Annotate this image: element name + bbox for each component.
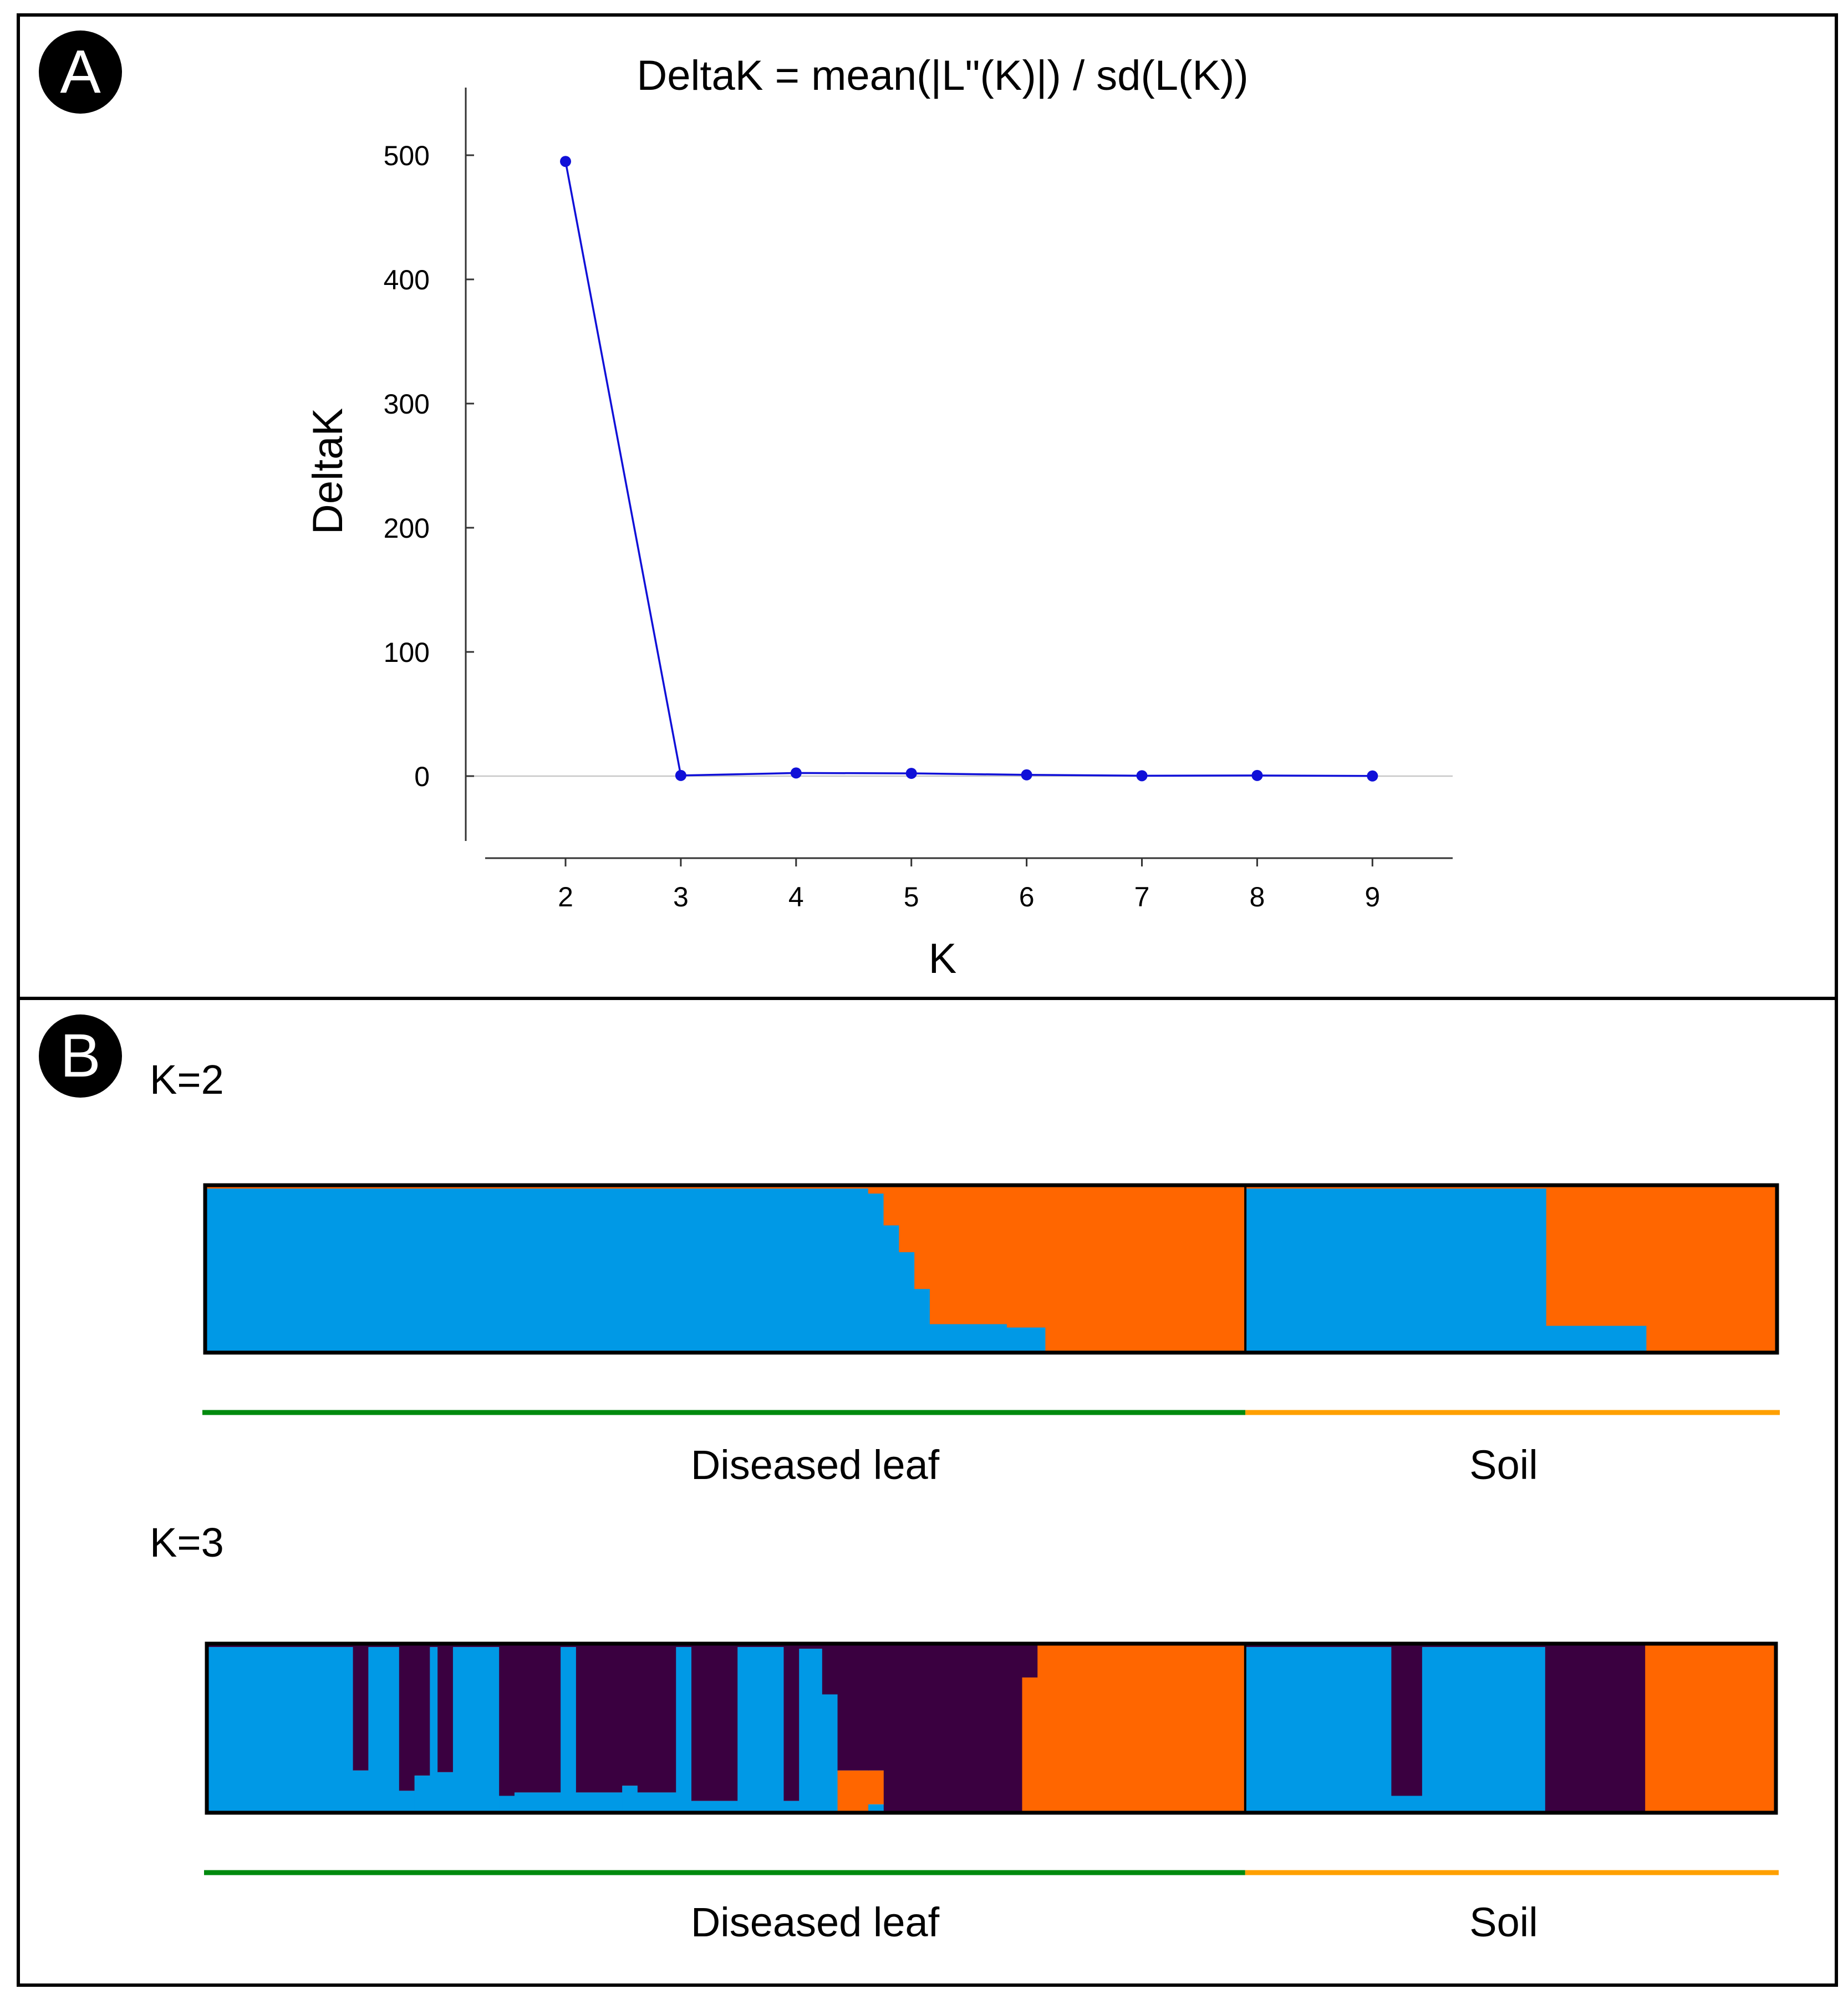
k3-purple-bar xyxy=(514,1644,561,1793)
k3-purple-bar xyxy=(1391,1644,1423,1796)
k3-purple-bar xyxy=(437,1644,454,1772)
k3-purple-bar xyxy=(576,1644,623,1793)
k3-blue-bar xyxy=(452,1647,469,1813)
k3-blue-bar xyxy=(468,1647,500,1813)
k3-purple-bar xyxy=(353,1644,369,1771)
k3-blue-bar xyxy=(622,1786,638,1813)
panel-a-badge: A xyxy=(39,30,122,114)
k2-blue-bar xyxy=(868,1194,884,1353)
k3-purple-bar xyxy=(799,1644,823,1649)
k3-orange-bar xyxy=(1645,1644,1776,1813)
deltak-series-line xyxy=(564,161,1373,777)
k3-blue-bar xyxy=(353,1770,369,1813)
k3-blue-bar xyxy=(399,1791,415,1813)
x-tick-label: 8 xyxy=(1249,881,1265,912)
k3-blue-bar xyxy=(868,1804,884,1813)
k3-blue-bar xyxy=(561,1647,577,1813)
k3-blue-bar xyxy=(368,1647,400,1813)
y-tick-label: 0 xyxy=(414,761,430,792)
k3-blue-bar xyxy=(783,1801,800,1813)
k2-blue-bar xyxy=(1546,1325,1647,1353)
k3-frame xyxy=(205,1641,1778,1815)
k3-purple-bar xyxy=(883,1644,915,1813)
k2-blue-bar xyxy=(929,1324,1007,1353)
data-point xyxy=(1136,770,1148,782)
y-tick-label: 100 xyxy=(384,637,430,668)
x-tick-label: 2 xyxy=(558,881,573,912)
x-tick-label: 4 xyxy=(788,881,804,912)
k3-purple-bar xyxy=(837,1644,869,1771)
chart-title: DeltaK = mean(|L"(K)|) / sd(L(K)) xyxy=(637,52,1248,99)
y-tick-label: 500 xyxy=(384,140,430,171)
x-axis-label: K xyxy=(929,935,957,982)
k2-blue-bar xyxy=(1245,1189,1546,1353)
x-tick-label: 9 xyxy=(1365,881,1380,912)
k3-blue-bar xyxy=(414,1775,430,1813)
k2-frame xyxy=(203,1183,1779,1355)
k3-purple-bar xyxy=(783,1644,800,1801)
k3-orange-bar xyxy=(837,1770,869,1813)
k3-purple-bar xyxy=(414,1644,430,1776)
k3-blue-bar xyxy=(1391,1796,1423,1813)
x-tick-label: 6 xyxy=(1019,881,1035,912)
k3-blue-bar xyxy=(499,1796,515,1813)
panel-b-badge: B xyxy=(39,1014,122,1098)
data-point xyxy=(790,767,802,779)
k3-group-label-leaf: Diseased leaf xyxy=(690,1899,940,1945)
k3-blue-bar xyxy=(737,1647,785,1813)
y-tick-label: 400 xyxy=(384,264,430,295)
k3-purple-bar xyxy=(1022,1644,1038,1677)
x-tick-label: 7 xyxy=(1134,881,1150,912)
k3-purple-bar xyxy=(822,1644,838,1695)
data-point xyxy=(1367,770,1378,782)
k2-blue-bar xyxy=(914,1289,930,1353)
k2-blue-bar xyxy=(1006,1327,1046,1353)
k3-group-label-soil: Soil xyxy=(1469,1899,1538,1945)
k3-orange-bar xyxy=(1022,1677,1038,1813)
k3-purple-bar xyxy=(1545,1644,1646,1813)
data-point xyxy=(1021,769,1032,781)
k3-purple-bar xyxy=(499,1644,515,1796)
k3-blue-bar xyxy=(637,1792,676,1813)
k3-title: K=3 xyxy=(150,1519,224,1565)
k3-purple-bar xyxy=(868,1644,884,1771)
k3-blue-bar xyxy=(207,1647,354,1813)
k3-blue-bar xyxy=(676,1647,692,1813)
data-point xyxy=(1251,769,1263,781)
k2-title: K=2 xyxy=(150,1057,224,1103)
k2-group-label-leaf: Diseased leaf xyxy=(690,1442,940,1488)
k3-blue-bar xyxy=(576,1792,623,1813)
k3-purple-bar xyxy=(914,1644,1023,1813)
k3-blue-bar xyxy=(799,1649,823,1813)
k3-blue-bar xyxy=(822,1694,838,1813)
y-tick-label: 200 xyxy=(384,513,430,544)
k3-purple-bar xyxy=(637,1644,676,1793)
k3-blue-bar xyxy=(430,1647,438,1813)
x-tick-label: 5 xyxy=(904,881,919,912)
k3-blue-bar xyxy=(514,1792,561,1813)
k3-blue-bar xyxy=(1245,1647,1392,1813)
k3-purple-bar xyxy=(622,1644,638,1786)
k3-purple-bar xyxy=(691,1644,738,1801)
data-point xyxy=(905,768,917,779)
k2-blue-bar xyxy=(898,1252,915,1353)
panel-a xyxy=(17,13,1838,1000)
data-point xyxy=(675,769,686,781)
k3-purple-bar xyxy=(399,1644,415,1791)
y-axis-label: DeltaK xyxy=(304,408,352,534)
k3-blue-bar xyxy=(1422,1647,1546,1813)
data-point xyxy=(560,156,571,167)
k2-blue-bar xyxy=(205,1189,868,1353)
k3-blue-bar xyxy=(691,1801,738,1813)
k3-orange-bar xyxy=(868,1770,884,1804)
deltak-line-chart: DeltaK = mean(|L"(K)|) / sd(L(K)) 0 100 200… xyxy=(304,52,1453,982)
y-tick-label: 300 xyxy=(384,389,430,420)
k3-blue-bar xyxy=(437,1772,454,1813)
x-tick-label: 3 xyxy=(673,881,689,912)
panel-b xyxy=(17,997,1838,1987)
k2-blue-bar xyxy=(883,1225,899,1353)
k3-orange-bar xyxy=(1037,1644,1246,1813)
k2-group-label-soil: Soil xyxy=(1469,1442,1538,1488)
